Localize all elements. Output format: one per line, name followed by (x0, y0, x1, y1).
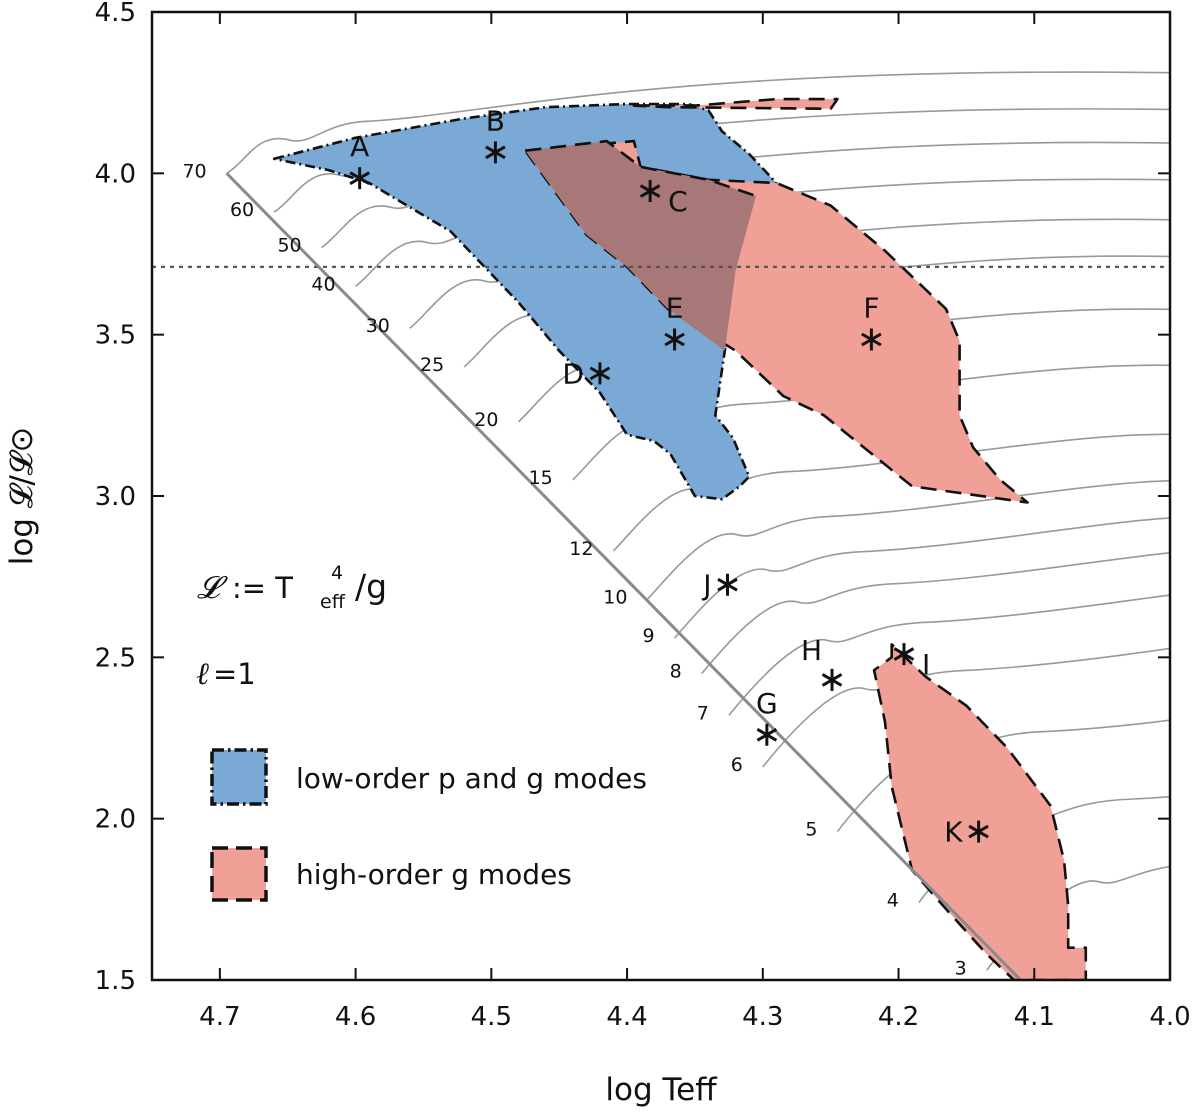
star-label: J (701, 569, 711, 602)
y-tick-label: 3.0 (95, 482, 136, 512)
x-tick-label: 4.7 (199, 1002, 240, 1032)
star-label: I (922, 648, 930, 681)
region-high-order (872, 643, 1088, 980)
degree-annotation: ℓ =1 (196, 656, 256, 692)
mass-label: 60 (230, 199, 254, 221)
star-marker-e: E (664, 292, 685, 351)
y-axis-title: log 𝓛/𝓛⊙ (4, 427, 40, 566)
star-marker-k: K (944, 816, 989, 849)
star-label: B (486, 104, 505, 137)
y-tick-label: 3.5 (95, 321, 136, 351)
x-tick-label: 4.5 (471, 1002, 512, 1032)
definition-annotation: 𝓛 := T 4 eff /g (197, 562, 387, 613)
star-marker-stroke (893, 647, 915, 661)
mass-label: 8 (670, 660, 682, 682)
star-marker-i: I (893, 643, 930, 681)
svg-text:4: 4 (331, 562, 343, 584)
legend-swatch-high-order (210, 846, 268, 902)
legend: low-order p and g modes high-order g mod… (210, 748, 647, 902)
svg-text:/g: /g (355, 567, 387, 606)
axis-ticks: 4.7 4.6 4.5 4.4 4.3 4.2 4.1 4.0 1.5 2.0 2.5 3.0 3.5 4… (95, 0, 1191, 1032)
star-marker-d: D (562, 357, 611, 390)
evolution-track (226, 71, 1170, 175)
svg-text:=1: =1 (213, 657, 256, 691)
mass-label: 70 (182, 160, 206, 182)
x-tick-label: 4.0 (1149, 1002, 1190, 1032)
evolution-track (646, 480, 1170, 600)
zams-line (225, 172, 1022, 980)
x-tick-label: 4.6 (335, 1002, 376, 1032)
mass-label: 20 (474, 409, 498, 431)
mass-label: 5 (805, 819, 817, 841)
star-marker-j: J (701, 569, 738, 602)
star-label: A (350, 130, 369, 163)
star-label: K (944, 816, 963, 849)
star-label: D (562, 357, 584, 390)
mass-label: 25 (420, 354, 444, 376)
mass-label: 10 (603, 586, 627, 608)
star-marker-stroke (968, 824, 989, 839)
star-marker-stroke (821, 673, 843, 687)
legend-label-high-order: high-order g modes (296, 858, 572, 891)
x-axis-title: log Teff (605, 1072, 717, 1108)
legend-swatch-low-order (210, 748, 268, 806)
svg-text:𝓛: 𝓛 (197, 570, 228, 606)
y-tick-label: 4.5 (95, 0, 136, 28)
star-label: E (666, 292, 684, 325)
region-overlap-border (525, 139, 757, 198)
star-label: F (863, 292, 879, 325)
zams-layer (225, 172, 1022, 980)
svg-text:eff: eff (320, 591, 346, 613)
star-label: G (756, 687, 778, 720)
x-tick-label: 4.3 (742, 1002, 783, 1032)
mass-label: 15 (529, 467, 553, 489)
star-marker-b: B (485, 104, 506, 164)
region-overlap (525, 141, 756, 351)
svg-text:ℓ: ℓ (196, 656, 209, 692)
mass-label: 4 (887, 890, 899, 912)
star-marker-h: H (801, 634, 843, 691)
evolution-track (728, 594, 1170, 716)
star-label: H (801, 634, 822, 667)
star-marker-stroke (664, 332, 685, 347)
x-tick-label: 4.2 (878, 1002, 919, 1032)
legend-label-low-order: low-order p and g modes (296, 762, 647, 795)
y-tick-label: 2.0 (95, 805, 136, 835)
mass-label: 7 (697, 702, 709, 724)
evolution-track (701, 552, 1170, 674)
star-marker-stroke (589, 366, 611, 381)
star-markers: A B C D E F GH I J K (349, 104, 989, 849)
star-marker-c: C (639, 180, 688, 218)
mass-label: 40 (311, 273, 335, 295)
star-label: C (668, 185, 688, 218)
star-marker-stroke (485, 145, 506, 160)
y-tick-label: 2.5 (95, 643, 136, 673)
mass-label: 30 (366, 315, 390, 337)
mass-labels: 70 60 50 40 30 25 20 15 12 10 987 6 5 4 3 (182, 160, 966, 979)
y-tick-label: 1.5 (95, 966, 136, 996)
star-marker-stroke (717, 577, 738, 592)
star-marker-a: A (349, 130, 370, 190)
star-marker-f: F (861, 292, 882, 351)
instability-regions (272, 97, 1088, 980)
svg-text::= T: := T (232, 571, 293, 605)
x-tick-label: 4.1 (1014, 1002, 1055, 1032)
mass-label: 12 (569, 538, 593, 560)
star-marker-stroke (639, 184, 661, 198)
mass-label: 6 (731, 754, 743, 776)
star-marker-stroke (349, 171, 370, 185)
star-marker-stroke (756, 727, 778, 742)
evolution-track (612, 433, 1170, 552)
star-marker-stroke (861, 332, 882, 347)
mass-label: 50 (277, 235, 301, 257)
y-tick-label: 4.0 (95, 159, 136, 189)
mass-label: 3 (955, 957, 967, 979)
evolution-track (762, 647, 1170, 768)
star-marker-g: G (756, 687, 778, 746)
mass-label: 9 (642, 625, 654, 647)
region-high-order (632, 97, 839, 111)
x-tick-label: 4.4 (606, 1002, 647, 1032)
